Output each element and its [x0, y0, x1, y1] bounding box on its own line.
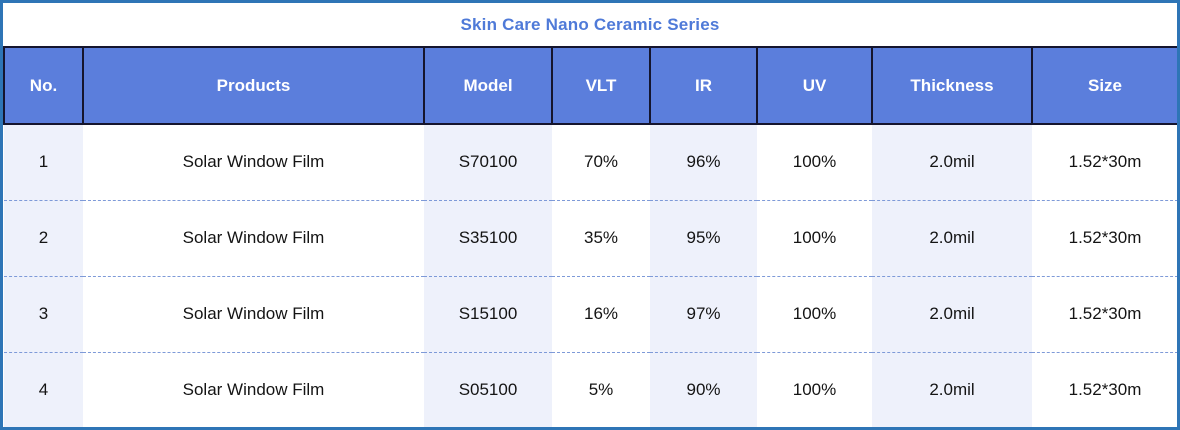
column-header-uv: UV	[756, 46, 873, 125]
cell-product: Solar Window Film	[83, 124, 424, 200]
table-row: 1 Solar Window Film S70100 70% 96% 100% …	[4, 124, 1177, 200]
table-title: Skin Care Nano Ceramic Series	[3, 3, 1177, 46]
cell-vlt: 5%	[552, 351, 650, 427]
cell-size: 1.52*30m	[1032, 199, 1177, 276]
column-header-ir: IR	[649, 46, 758, 125]
cell-ir: 97%	[650, 275, 757, 352]
cell-uv: 100%	[757, 275, 872, 352]
cell-vlt: 16%	[552, 275, 650, 352]
cell-ir: 95%	[650, 199, 757, 276]
cell-size: 1.52*30m	[1032, 124, 1177, 200]
cell-thickness: 2.0mil	[872, 275, 1032, 352]
cell-model: S05100	[424, 351, 552, 427]
cell-product: Solar Window Film	[83, 199, 424, 276]
column-header-products: Products	[82, 46, 425, 125]
cell-model: S35100	[424, 199, 552, 276]
cell-thickness: 2.0mil	[872, 199, 1032, 276]
table-row: 2 Solar Window Film S35100 35% 95% 100% …	[4, 199, 1177, 276]
cell-size: 1.52*30m	[1032, 275, 1177, 352]
cell-product: Solar Window Film	[83, 275, 424, 352]
cell-vlt: 35%	[552, 199, 650, 276]
header-row: No. Products Model VLT IR UV Thickness S…	[3, 46, 1177, 125]
column-header-model: Model	[423, 46, 553, 125]
cell-uv: 100%	[757, 351, 872, 427]
cell-size: 1.52*30m	[1032, 351, 1177, 427]
table-row: 3 Solar Window Film S15100 16% 97% 100% …	[4, 275, 1177, 352]
cell-model: S70100	[424, 124, 552, 200]
cell-no: 3	[4, 275, 83, 352]
column-header-size: Size	[1031, 46, 1177, 125]
cell-model: S15100	[424, 275, 552, 352]
cell-thickness: 2.0mil	[872, 124, 1032, 200]
column-header-vlt: VLT	[551, 46, 651, 125]
table-row: 4 Solar Window Film S05100 5% 90% 100% 2…	[4, 351, 1177, 427]
cell-no: 1	[4, 124, 83, 200]
column-header-no: No.	[3, 46, 84, 125]
cell-no: 2	[4, 199, 83, 276]
cell-uv: 100%	[757, 124, 872, 200]
cell-ir: 90%	[650, 351, 757, 427]
cell-thickness: 2.0mil	[872, 351, 1032, 427]
spec-table: No. Products Model VLT IR UV Thickness S…	[3, 46, 1177, 427]
cell-vlt: 70%	[552, 124, 650, 200]
cell-no: 4	[4, 351, 83, 427]
cell-uv: 100%	[757, 199, 872, 276]
cell-product: Solar Window Film	[83, 351, 424, 427]
column-header-thickness: Thickness	[871, 46, 1033, 125]
cell-ir: 96%	[650, 124, 757, 200]
